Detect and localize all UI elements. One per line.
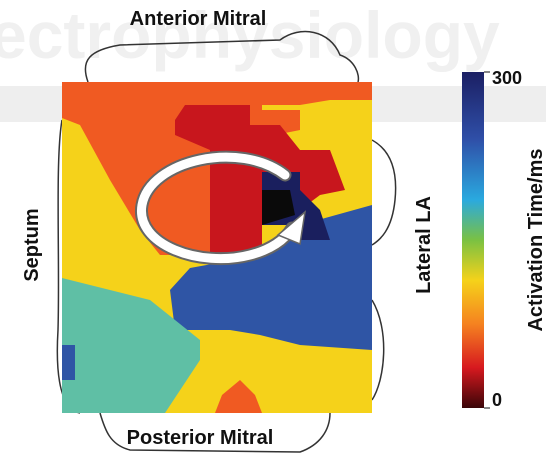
label-top: Anterior Mitral <box>130 8 267 30</box>
activation-map <box>62 82 372 413</box>
colorbar-tick-label: 0 <box>492 390 502 410</box>
region-blue <box>62 345 75 380</box>
page: {"watermark": "ectrophysiology", "labels… <box>0 0 546 465</box>
colorbar-scale <box>462 72 484 408</box>
label-right: Lateral LA <box>413 196 435 294</box>
label-left: Septum <box>21 208 43 281</box>
figure: ectrophysiology Anterior Mitral Posterio… <box>0 0 546 465</box>
colorbar-title: Activation Time/ms <box>525 148 546 331</box>
label-bottom: Posterior Mitral <box>127 427 274 449</box>
colorbar-tick-label: 300 <box>492 68 522 88</box>
